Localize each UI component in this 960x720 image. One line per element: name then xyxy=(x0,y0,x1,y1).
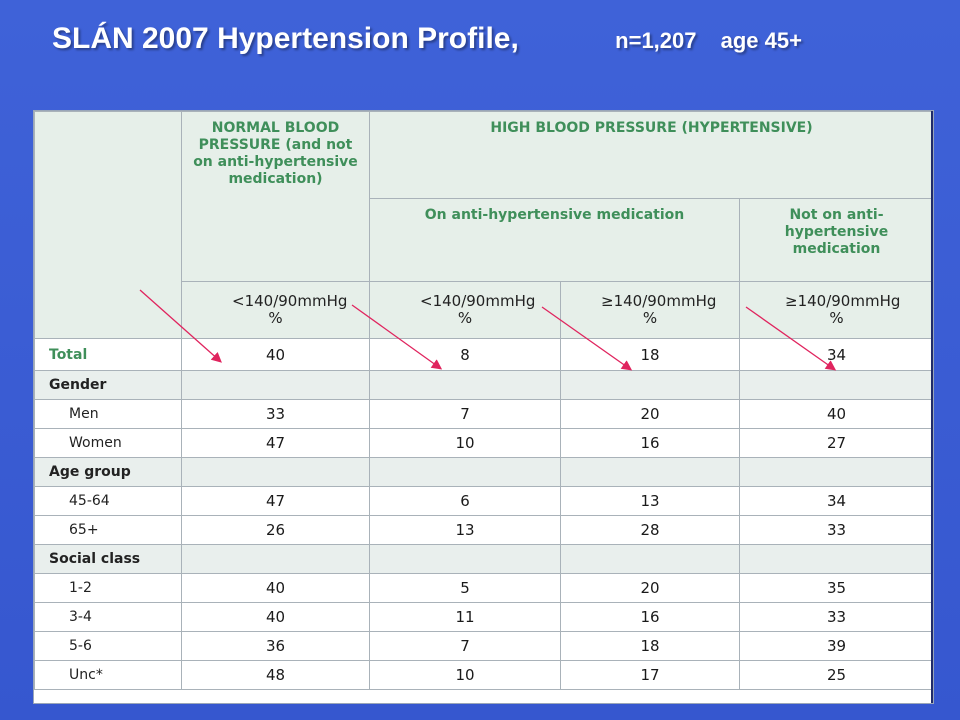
row-label: Women xyxy=(34,428,182,458)
table-cell: 16 xyxy=(560,428,740,458)
table-cell: 40 xyxy=(181,602,370,632)
age-label: age 45+ xyxy=(720,28,802,53)
row-label-header xyxy=(34,111,182,339)
table-cell xyxy=(738,370,933,400)
table-cell: 17 xyxy=(560,660,740,690)
row-label: 1-2 xyxy=(34,573,182,603)
table-cell: 7 xyxy=(369,399,561,429)
row-label: 5-6 xyxy=(34,631,182,661)
section-row: Age group xyxy=(34,457,933,487)
section-label: Social class xyxy=(34,544,182,574)
table-cell xyxy=(738,457,933,487)
sample-size-label: n=1,207 xyxy=(615,28,697,53)
table-cell xyxy=(560,370,740,400)
table-cell: 18 xyxy=(560,631,740,661)
table-cell: 18 xyxy=(560,338,740,371)
table-cell: 8 xyxy=(369,338,561,371)
header-on-medication: On anti-hypertensive medication xyxy=(369,198,740,282)
row-label: Total xyxy=(34,338,182,371)
table-cell: 40 xyxy=(181,573,370,603)
table-cell xyxy=(369,544,561,574)
table-cell: 33 xyxy=(738,602,933,632)
unit-normal: <140/90mmHg % xyxy=(181,281,370,339)
section-label: Age group xyxy=(34,457,182,487)
table-cell: 34 xyxy=(738,338,933,371)
table-cell: 16 xyxy=(560,602,740,632)
header-not-on-medication: Not on anti-hypertensive medication xyxy=(738,198,933,282)
table-cell xyxy=(560,544,740,574)
table-cell: 47 xyxy=(181,428,370,458)
header-normal-bp: NORMAL BLOOD PRESSURE (and not on anti-h… xyxy=(181,111,370,282)
table-cell: 6 xyxy=(369,486,561,516)
row-label: 45-64 xyxy=(34,486,182,516)
row-label: 65+ xyxy=(34,515,182,545)
table-cell xyxy=(181,457,370,487)
table-cell xyxy=(369,370,561,400)
table-row: Total 40 8 18 34 xyxy=(34,338,933,371)
table-cell: 10 xyxy=(369,428,561,458)
table-cell: 20 xyxy=(560,399,740,429)
table-cell xyxy=(560,457,740,487)
table-cell: 34 xyxy=(738,486,933,516)
table-cell: 11 xyxy=(369,602,561,632)
table-panel: NORMAL BLOOD PRESSURE (and not on anti-h… xyxy=(33,110,934,704)
table-cell: 28 xyxy=(560,515,740,545)
title-text: SLÁN 2007 Hypertension Profile, xyxy=(52,22,519,55)
table-row: 1-2 40 5 20 35 xyxy=(34,573,933,603)
table-cell: 33 xyxy=(738,515,933,545)
sample-info: n=1,207 age 45+ xyxy=(615,28,802,54)
unit-on-med-uncontrolled: ≥140/90mmHg % xyxy=(560,281,740,339)
slide-title: SLÁN 2007 Hypertension Profile, n=1,207 … xyxy=(52,22,802,56)
table-row: Unc* 48 10 17 25 xyxy=(34,660,933,690)
table-cell: 36 xyxy=(181,631,370,661)
table-cell: 5 xyxy=(369,573,561,603)
table-cell: 48 xyxy=(181,660,370,690)
table-body: Total 40 8 18 34 Gender Men 33 7 20 40 Women 47 10 16 2… xyxy=(34,338,933,690)
table-row: Men 33 7 20 40 xyxy=(34,399,933,429)
section-row: Gender xyxy=(34,370,933,400)
table-cell: 40 xyxy=(738,399,933,429)
unit-on-med-controlled: <140/90mmHg % xyxy=(369,281,561,339)
table-row: 5-6 36 7 18 39 xyxy=(34,631,933,661)
table-cell: 7 xyxy=(369,631,561,661)
hypertension-table: NORMAL BLOOD PRESSURE (and not on anti-h… xyxy=(34,111,933,690)
unit-not-on-med: ≥140/90mmHg % xyxy=(738,281,933,339)
table-cell: 39 xyxy=(738,631,933,661)
table-cell: 13 xyxy=(560,486,740,516)
table-cell: 13 xyxy=(369,515,561,545)
table-cell: 47 xyxy=(181,486,370,516)
header-high-bp: HIGH BLOOD PRESSURE (HYPERTENSIVE) xyxy=(368,111,933,199)
table-cell: 20 xyxy=(560,573,740,603)
table-cell: 25 xyxy=(738,660,933,690)
row-label: Men xyxy=(34,399,182,429)
table-row: 45-64 47 6 13 34 xyxy=(34,486,933,516)
table-row: 3-4 40 11 16 33 xyxy=(34,602,933,632)
table-cell xyxy=(181,370,370,400)
table-row: Women 47 10 16 27 xyxy=(34,428,933,458)
table-cell xyxy=(738,544,933,574)
table-cell: 33 xyxy=(181,399,370,429)
panel-edge xyxy=(931,111,933,703)
section-label: Gender xyxy=(34,370,182,400)
table-cell xyxy=(369,457,561,487)
table-cell xyxy=(181,544,370,574)
table-cell: 27 xyxy=(738,428,933,458)
table-cell: 35 xyxy=(738,573,933,603)
row-label: 3-4 xyxy=(34,602,182,632)
row-label: Unc* xyxy=(34,660,182,690)
table-cell: 10 xyxy=(369,660,561,690)
table-row: 65+ 26 13 28 33 xyxy=(34,515,933,545)
table-cell: 40 xyxy=(181,338,370,371)
section-row: Social class xyxy=(34,544,933,574)
table-cell: 26 xyxy=(181,515,370,545)
